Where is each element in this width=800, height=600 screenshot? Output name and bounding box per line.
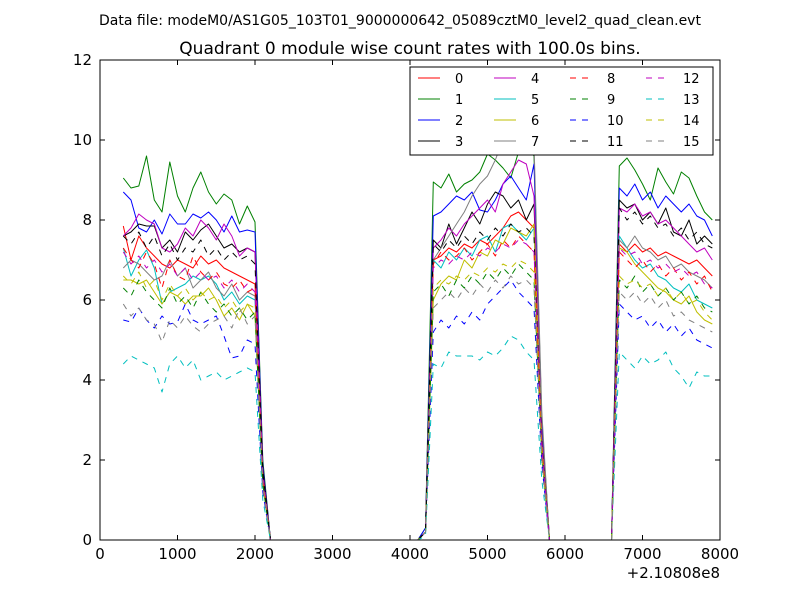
legend-label-8: 8 xyxy=(607,72,615,87)
x-tick-label: 2000 xyxy=(236,545,274,563)
x-tick-label: 5000 xyxy=(468,545,506,563)
legend-label-6: 6 xyxy=(531,114,539,129)
y-tick-label: 0 xyxy=(82,531,92,549)
x-tick-label: 7000 xyxy=(623,545,661,563)
y-tick-label: 4 xyxy=(82,371,92,389)
axis-ticks: 0 1000 2000 3000 4000 5000 6000 7000 80000246810… xyxy=(73,51,739,563)
legend-label-5: 5 xyxy=(531,93,539,108)
legend-label-10: 10 xyxy=(607,114,624,129)
x-tick-label: 1000 xyxy=(158,545,196,563)
y-tick-label: 6 xyxy=(82,291,92,309)
legend-label-7: 7 xyxy=(531,135,539,150)
x-tick-label: 0 xyxy=(95,545,105,563)
legend-label-0: 0 xyxy=(455,72,463,87)
legend-label-2: 2 xyxy=(455,114,463,129)
legend-label-1: 1 xyxy=(455,93,463,108)
x-tick-label: 8000 xyxy=(701,545,739,563)
legend-label-15: 15 xyxy=(683,135,700,150)
y-tick-label: 2 xyxy=(82,451,92,469)
plot-frame xyxy=(99,59,721,541)
chart-title: Quadrant 0 module wise count rates with … xyxy=(179,39,640,59)
x-offset-label: +2.10808e8 xyxy=(627,564,720,582)
legend-label-9: 9 xyxy=(607,93,615,108)
x-tick-label: 4000 xyxy=(391,545,429,563)
legend-label-11: 11 xyxy=(607,135,624,150)
legend-box xyxy=(409,66,714,156)
x-tick-label: 3000 xyxy=(313,545,351,563)
series-line-9 xyxy=(122,263,713,541)
legend-label-13: 13 xyxy=(683,93,700,108)
x-tick-label: 6000 xyxy=(546,545,584,563)
y-tick-label: 10 xyxy=(73,131,92,149)
legend-label-4: 4 xyxy=(531,72,539,87)
figure-suptitle: Data file: modeM0/AS1G05_103T01_90000006… xyxy=(99,13,701,29)
legend-label-12: 12 xyxy=(683,72,700,87)
legend-label-14: 14 xyxy=(683,114,700,129)
legend-label-3: 3 xyxy=(455,135,463,150)
y-tick-label: 8 xyxy=(82,211,92,229)
y-tick-label: 12 xyxy=(73,51,92,69)
